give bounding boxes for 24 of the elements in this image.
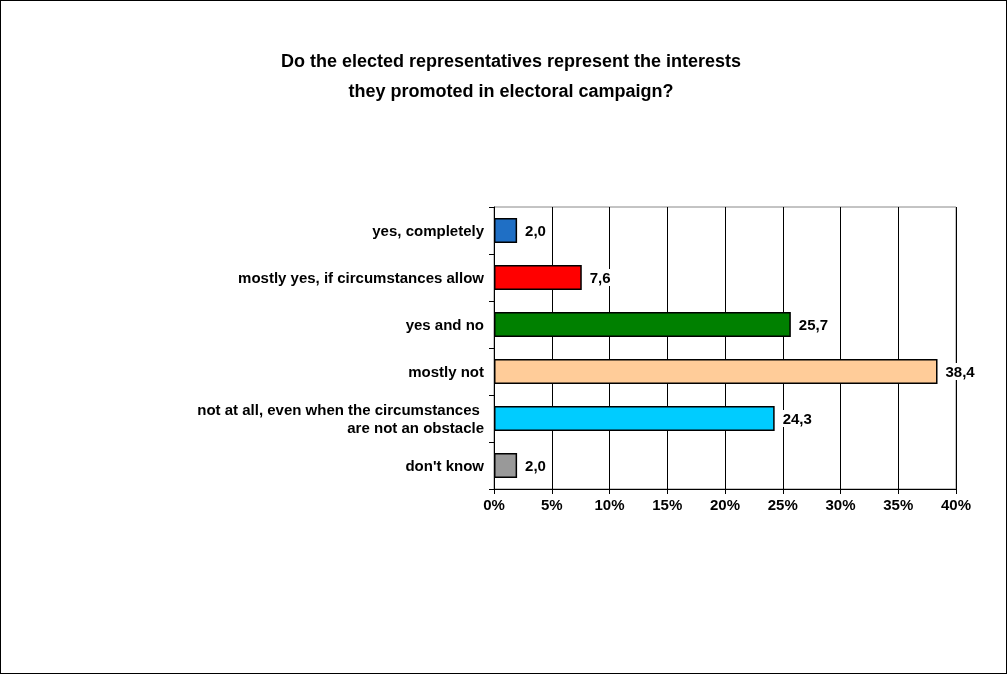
y-tick-label: don't know [405, 457, 485, 474]
data-label: 24,3 [782, 410, 812, 427]
y-tick-label: mostly yes, if circumstances allow [238, 269, 485, 286]
bar [494, 218, 518, 243]
y-tick-label: yes, completely [372, 222, 485, 239]
x-tick-label: 10% [594, 496, 625, 513]
y-tick-label: not at all, even when the circumstances are not an obstacle [197, 401, 484, 436]
y-tick-label: yes and no [405, 316, 484, 333]
data-label: 7,6 [589, 269, 611, 286]
data-label: 25,7 [798, 316, 829, 333]
y-tick-label: mostly not [408, 363, 484, 380]
chart-title: Do the elected representatives represent the interests they promoted in electoral campaign? [280, 51, 742, 101]
data-label: 2,0 [525, 457, 546, 474]
x-tick-label: 40% [940, 496, 972, 513]
x-tick-label: 25% [767, 496, 798, 513]
bar [494, 453, 518, 478]
x-tick-label: 30% [825, 496, 856, 513]
data-label: 38,4 [945, 363, 976, 380]
x-tick-label: 0% [483, 496, 505, 513]
x-tick-label: 35% [883, 496, 914, 513]
x-tick-label: 5% [540, 496, 563, 513]
data-label: 2,0 [525, 222, 546, 239]
x-tick-label: 20% [709, 496, 741, 513]
x-tick-label: 15% [652, 496, 683, 513]
